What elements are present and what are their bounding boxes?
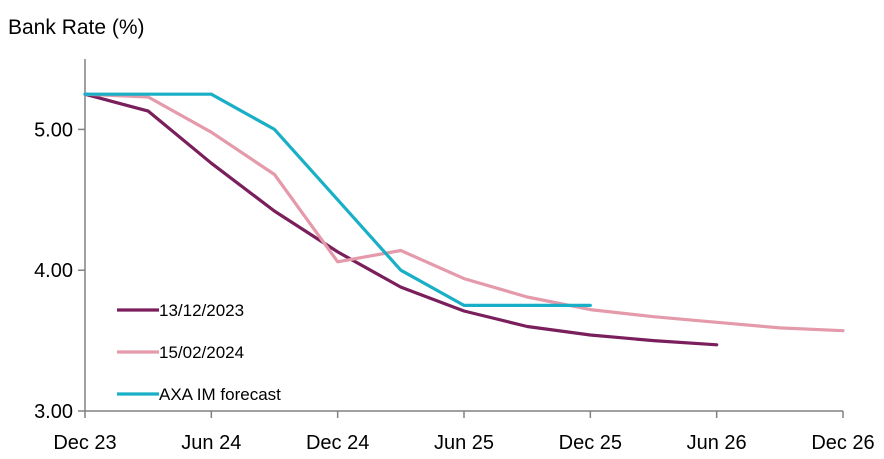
x-tick-label: Dec 25 — [559, 432, 622, 454]
series-line-3 — [83, 92, 592, 307]
x-tick-label: Dec 26 — [811, 432, 874, 454]
y-tick-label: 4.00 — [34, 260, 73, 282]
x-tick-label: Dec 23 — [53, 432, 116, 454]
chart-title: Bank Rate (%) — [8, 16, 145, 39]
x-tick-label: Dec 24 — [306, 432, 369, 454]
x-tick-label: Jun 26 — [687, 432, 747, 454]
y-tick-label: 3.00 — [34, 401, 73, 423]
legend: 13/12/2023 15/02/2024 AXA IM forecast — [117, 301, 281, 404]
legend-label: AXA IM forecast — [159, 385, 281, 404]
x-tick-label: Jun 25 — [434, 432, 494, 454]
y-tick-label: 5.00 — [34, 119, 73, 141]
series-line-1 — [83, 92, 719, 347]
x-tick-label: Jun 24 — [181, 432, 241, 454]
legend-label: 13/12/2023 — [159, 301, 244, 320]
axes: 3.00 4.00 5.00 Dec 23 Jun 24 Dec 24 Jun 25 Dec … — [34, 59, 875, 454]
legend-label: 15/02/2024 — [159, 343, 244, 362]
series-line-2 — [83, 92, 845, 333]
series-lines — [83, 92, 845, 347]
